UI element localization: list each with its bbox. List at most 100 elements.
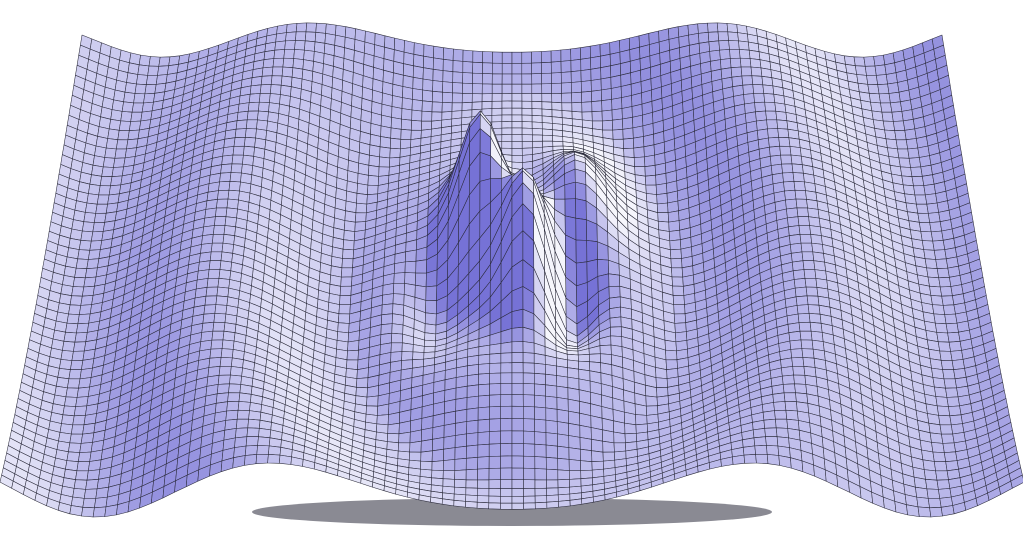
mesh-cell: [146, 75, 157, 84]
mesh-cell: [215, 208, 227, 217]
mesh-cell: [214, 313, 226, 322]
mesh-cell: [756, 120, 767, 130]
mesh-cell: [377, 415, 389, 425]
mesh-cell: [602, 430, 614, 443]
mesh-cell: [546, 445, 558, 458]
mesh-cell: [512, 135, 522, 142]
mesh-cell: [103, 158, 115, 168]
mesh-cell: [467, 408, 478, 422]
mesh-cell: [523, 342, 534, 354]
mesh-cell: [467, 420, 479, 434]
mesh-cell: [610, 327, 621, 337]
mesh-cell: [571, 48, 581, 61]
mesh-cell: [72, 287, 84, 297]
mesh-cell: [675, 332, 687, 342]
mesh-cell: [391, 128, 402, 139]
mesh-cell: [492, 115, 502, 122]
mesh-cell: [622, 107, 632, 120]
mesh-cell: [512, 52, 522, 63]
mesh-cell: [522, 94, 532, 102]
mesh-cell: [356, 387, 368, 397]
mesh-cell: [412, 89, 422, 101]
mesh-cell: [523, 395, 534, 407]
mesh-cell: [214, 217, 226, 226]
mesh-cell: [774, 401, 786, 410]
mesh-cell: [466, 480, 478, 488]
mesh-cell: [936, 471, 949, 480]
mesh-cell: [452, 103, 462, 112]
mesh-cell: [581, 81, 591, 93]
mesh-cell: [500, 503, 512, 509]
mesh-cell: [75, 332, 87, 342]
mesh-cell: [906, 139, 918, 150]
mesh-cell: [532, 141, 542, 148]
mesh-cell: [82, 507, 95, 517]
mesh-cell: [522, 52, 532, 63]
mesh-cell: [578, 354, 589, 361]
mesh-cell: [943, 443, 956, 453]
mesh-cell: [68, 443, 81, 453]
mesh-cell: [792, 164, 803, 173]
mesh-cell: [356, 378, 368, 388]
mesh-cell: [413, 352, 424, 360]
mesh-cell: [379, 167, 390, 177]
mesh-cell: [109, 119, 121, 130]
mesh-cell: [750, 59, 761, 68]
mesh-cell: [792, 261, 804, 271]
mesh-cell: [552, 110, 562, 118]
mesh-cell: [763, 85, 774, 94]
mesh-cell: [256, 454, 268, 463]
mesh-cell: [467, 433, 479, 447]
mesh-cell: [611, 87, 621, 100]
mesh-cell: [942, 296, 954, 306]
mesh-cell: [246, 120, 257, 129]
mesh-cell: [590, 45, 600, 58]
mesh-cell: [70, 360, 83, 369]
mesh: [0, 23, 1023, 517]
mesh-cell: [466, 457, 478, 470]
mesh-cell: [339, 305, 350, 314]
mesh-cell: [753, 85, 764, 94]
mesh-cell: [478, 395, 489, 408]
mesh-cell: [524, 489, 536, 497]
mesh-cell: [542, 102, 552, 110]
mesh-cell: [799, 322, 811, 331]
mesh-cell: [558, 458, 570, 470]
mesh-cell: [402, 343, 413, 352]
mesh-cell: [156, 75, 167, 85]
mesh-cell: [776, 111, 787, 121]
mesh-cell: [211, 243, 223, 252]
mesh-cell: [522, 122, 532, 129]
mesh-cell: [546, 469, 558, 480]
mesh-cell: [777, 120, 788, 129]
mesh-cell: [671, 268, 682, 277]
mesh-cell: [341, 268, 352, 277]
mesh-cell: [356, 203, 367, 213]
mesh-cell: [732, 455, 744, 464]
mesh-cell: [434, 46, 444, 59]
mesh-cell: [542, 123, 552, 130]
mesh-cell: [546, 457, 558, 470]
mesh-cell: [63, 406, 76, 416]
mesh-cell: [937, 332, 949, 342]
mesh-cell: [657, 203, 668, 213]
mesh-cell: [394, 262, 405, 274]
mesh-cell: [600, 43, 610, 57]
mesh-cell: [720, 59, 731, 70]
mesh-cell: [785, 401, 797, 411]
mesh-cell: [218, 375, 230, 384]
mesh-cell: [552, 83, 562, 94]
mesh-cell: [787, 217, 799, 227]
mesh-cell: [70, 434, 83, 443]
mesh-cell: [224, 138, 235, 148]
mesh-cell: [785, 190, 797, 200]
mesh-cell: [82, 286, 94, 296]
mesh-cell: [779, 456, 792, 469]
mesh-cell: [223, 331, 235, 341]
mesh-cell: [221, 252, 233, 262]
mesh-cell: [425, 333, 436, 341]
mesh-cell: [118, 130, 130, 140]
mesh-cell: [270, 85, 281, 95]
mesh-cell: [791, 252, 803, 262]
mesh-cell: [668, 211, 679, 222]
